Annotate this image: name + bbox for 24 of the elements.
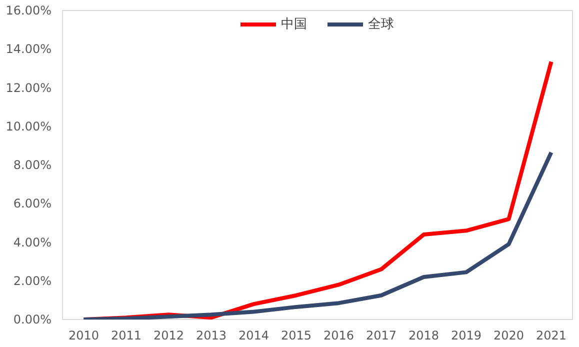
x-tick-label: 2020 xyxy=(493,328,524,342)
legend-label: 全球 xyxy=(368,16,394,33)
y-tick-label: 6.00% xyxy=(13,196,52,211)
x-tick-label: 2011 xyxy=(110,328,142,342)
x-tick-label: 2018 xyxy=(408,328,440,342)
legend-label: 中国 xyxy=(281,16,307,33)
x-tick-label: 2012 xyxy=(153,328,184,342)
x-tick-label: 2013 xyxy=(196,328,227,342)
x-tick-label: 2014 xyxy=(238,328,270,342)
y-tick-label: 2.00% xyxy=(13,274,52,288)
x-tick-label: 2021 xyxy=(536,328,567,342)
x-tick-label: 2010 xyxy=(68,328,100,342)
y-tick-label: 4.00% xyxy=(13,235,52,250)
y-tick-label: 0.00% xyxy=(13,312,52,326)
x-tick-label: 2015 xyxy=(280,328,312,342)
line-series xyxy=(82,150,554,320)
x-tick-label: 2016 xyxy=(323,328,354,342)
y-tick-label: 12.00% xyxy=(6,80,52,95)
x-tick-label: 2017 xyxy=(366,328,397,342)
x-tick-label: 2019 xyxy=(450,328,482,342)
y-tick-label: 14.00% xyxy=(6,42,52,56)
y-tick-label: 10.00% xyxy=(6,119,52,134)
y-tick-label: 16.00% xyxy=(6,4,52,18)
y-tick-label: 8.00% xyxy=(13,158,52,172)
